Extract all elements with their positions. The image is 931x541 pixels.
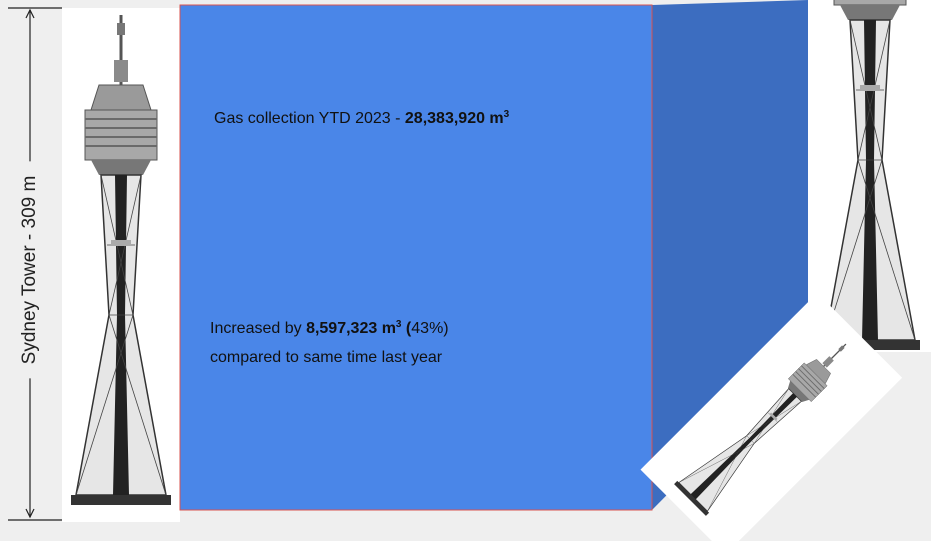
change-prefix: Increased by	[210, 320, 306, 337]
headline-amount: 28,383,920 m	[405, 110, 504, 127]
change: Increased by 8,597,323 m3 (43%)compared …	[210, 314, 449, 372]
unit-power: 3	[504, 109, 510, 120]
change-suffix: compared to same time last year	[210, 349, 442, 366]
headline-text: Gas collection YTD 2023 -	[214, 110, 405, 127]
paren: (	[401, 320, 411, 337]
scene	[0, 0, 931, 541]
change-amount: 8,597,323 m	[306, 320, 396, 337]
headline: Gas collection YTD 2023 - 28,383,920 m3	[214, 104, 509, 133]
infographic: Sydney Tower - 309 m Gas collection YTD …	[0, 0, 931, 541]
change-percent: 43%)	[411, 320, 448, 337]
dimension-label: Sydney Tower - 309 m	[19, 162, 41, 379]
